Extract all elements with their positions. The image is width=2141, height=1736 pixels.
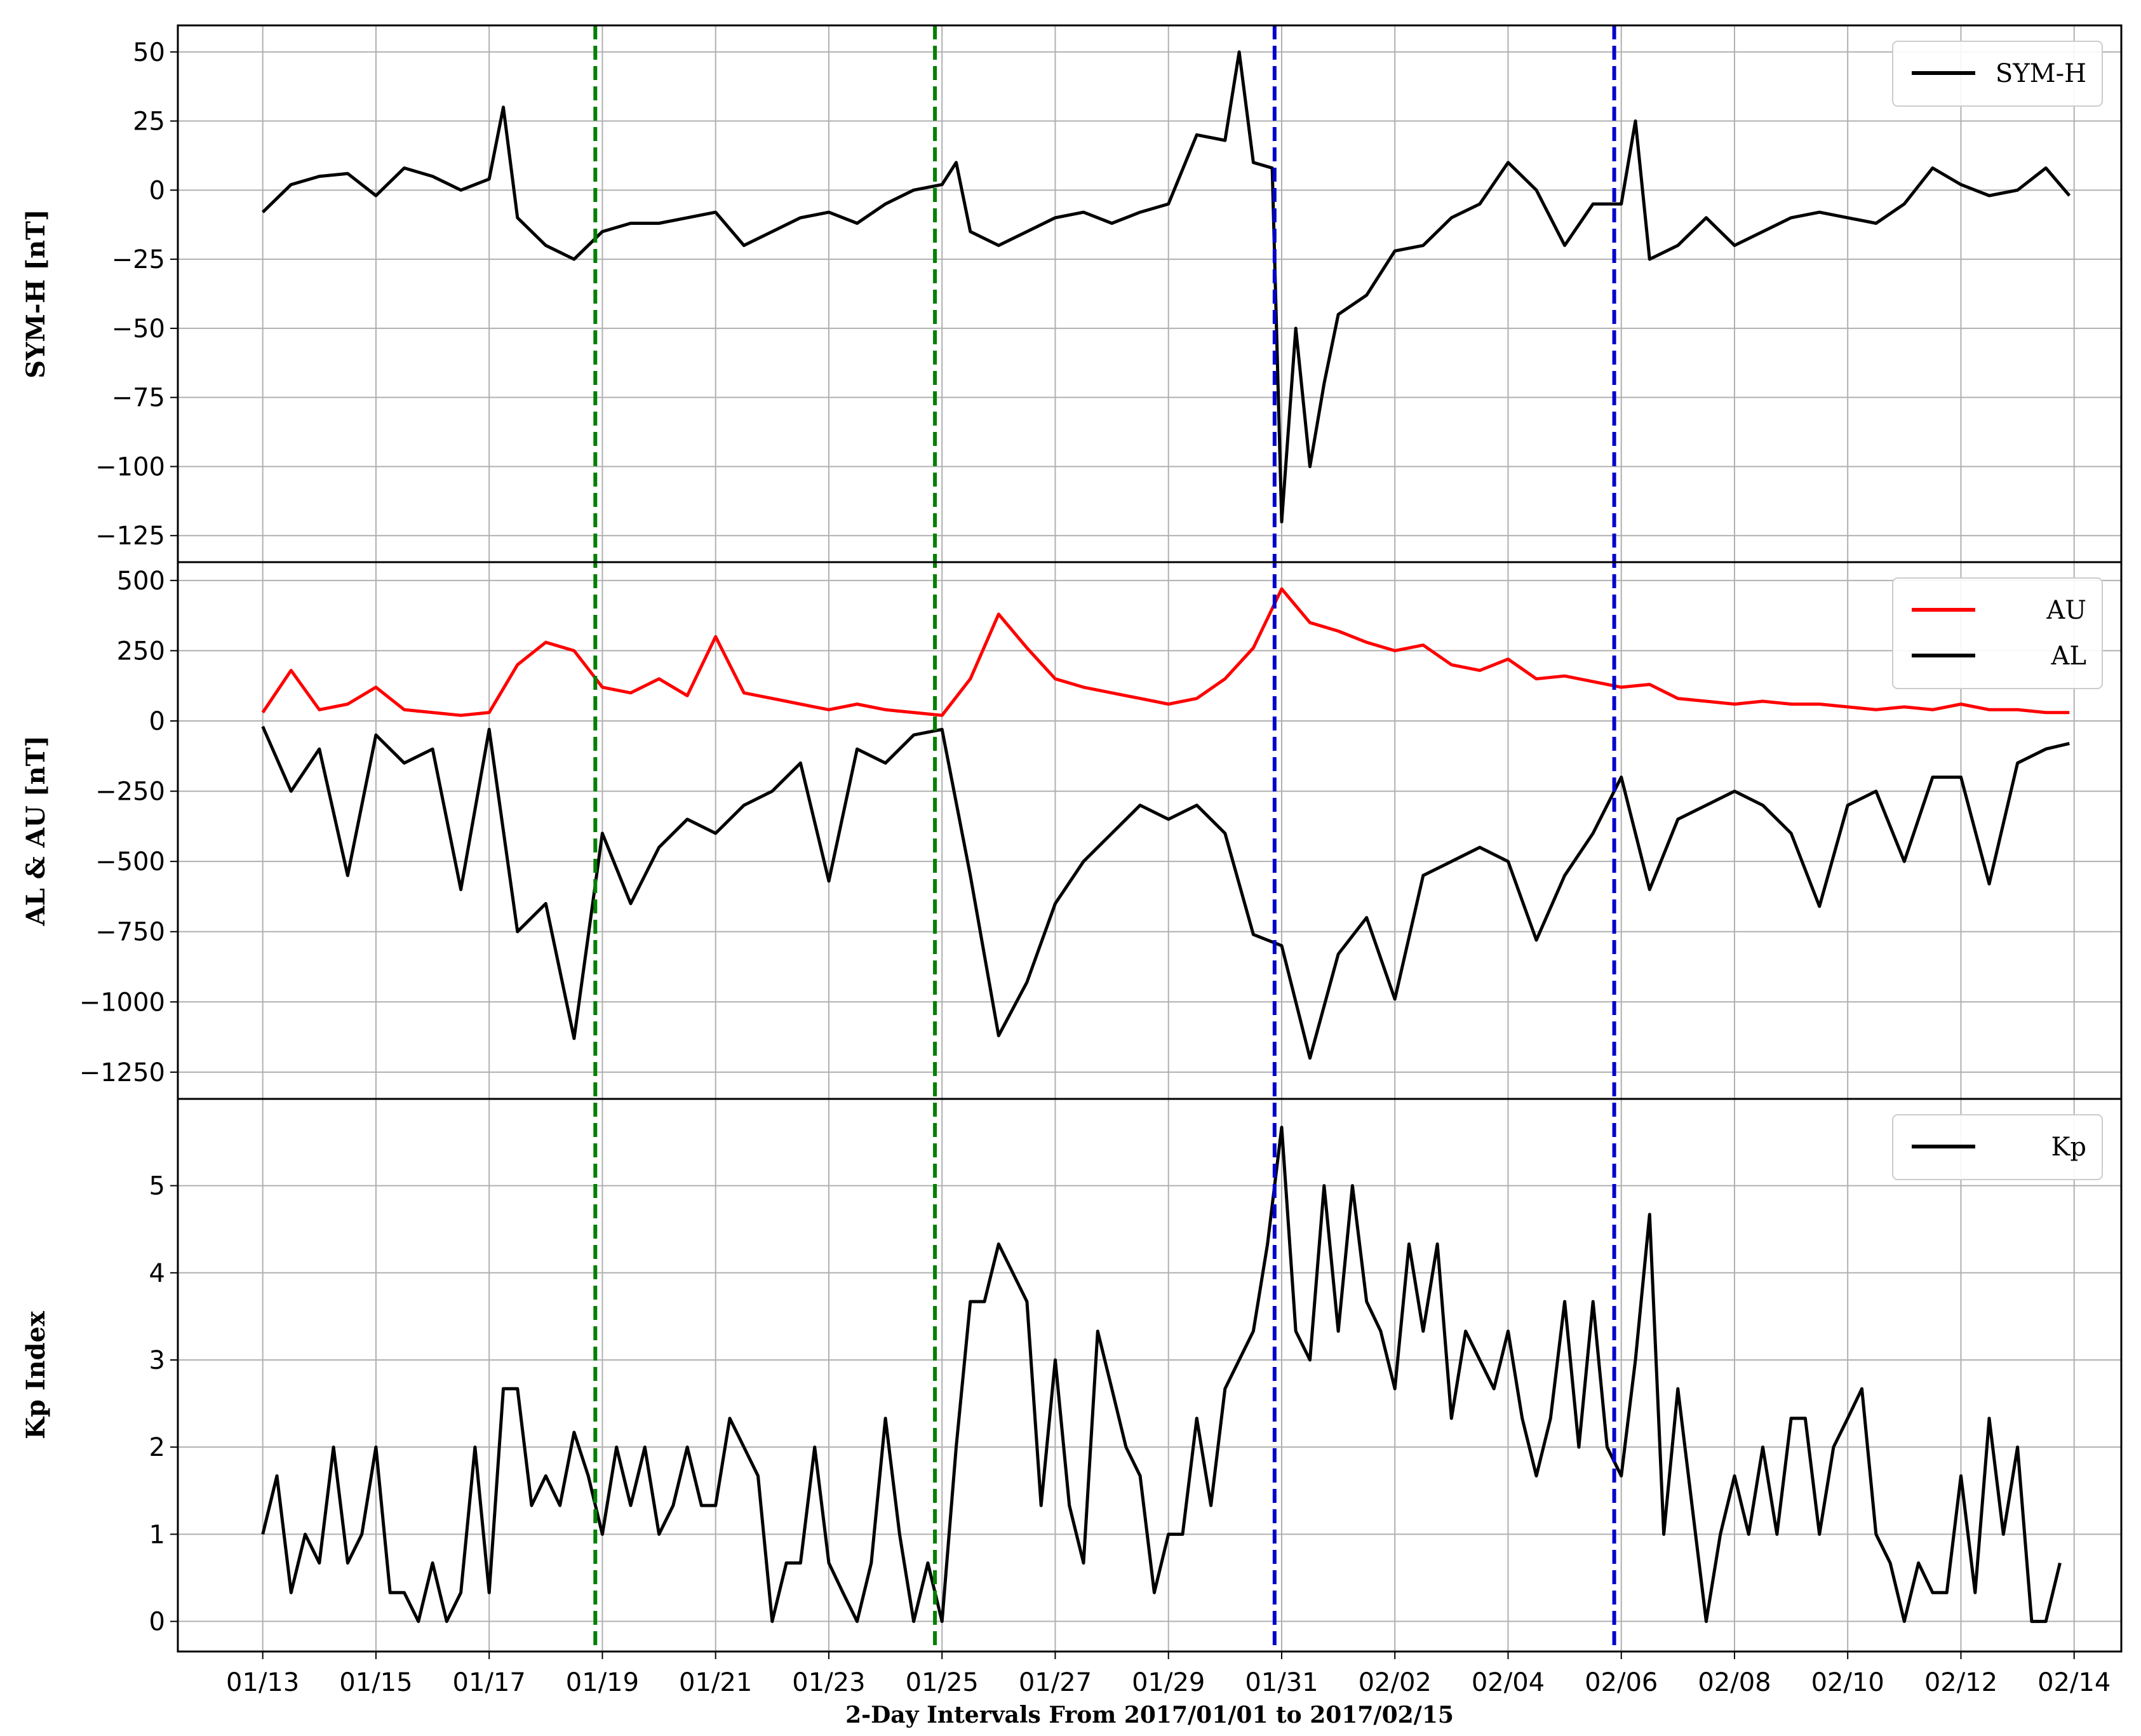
ytick-label-bottom-2: 3 — [149, 1346, 165, 1375]
panel-middle: 500 250 0 −250 −500 −750 −1000 −1250 AL & AU [nT… — [21, 562, 2121, 1099]
ytick-label-middle-3: −250 — [95, 777, 165, 807]
xtick-label-13: 02/08 — [1698, 1668, 1771, 1697]
xtick-label-0: 01/13 — [226, 1668, 299, 1697]
legend-box-top — [1892, 41, 2103, 107]
ytick-label-middle-0: 500 — [117, 567, 165, 596]
panel-top: 50 25 0 −25 −50 −75 −100 −125 SYM-H [nT] — [21, 25, 2121, 562]
ylabel-top: SYM-H [nT] — [21, 209, 51, 379]
xtick-label-5: 01/23 — [792, 1668, 865, 1697]
legend-label-al: AL — [2051, 642, 2086, 671]
xtick-label-12: 02/06 — [1585, 1668, 1658, 1697]
series-line-al — [261, 725, 2070, 1060]
ytick-label-top-4: −50 — [112, 314, 165, 344]
xtick-label-3: 01/19 — [566, 1668, 639, 1697]
ytick-label-bottom-1: 4 — [149, 1259, 165, 1288]
ytick-label-middle-4: −500 — [95, 847, 165, 877]
panel-bottom: 5 4 3 2 1 0 Kp Index — [21, 1099, 2121, 1652]
series-line-sym-h — [261, 50, 2071, 523]
ylabel-middle: AL & AU [nT] — [21, 736, 51, 927]
xtick-label-15: 02/12 — [1924, 1668, 1997, 1697]
xtick-label-16: 02/14 — [2037, 1668, 2111, 1697]
ytick-label-top-7: −125 — [95, 521, 165, 551]
ytick-label-middle-1: 250 — [117, 636, 165, 666]
legend-label-sym-h: SYM-H — [1996, 59, 2086, 88]
legend-bottom: Kp — [1892, 1114, 2103, 1180]
ytick-label-top-5: −75 — [112, 384, 165, 413]
xtick-label-2: 01/17 — [453, 1668, 526, 1697]
xtick-label-8: 01/29 — [1132, 1668, 1205, 1697]
xtick-label-1: 01/15 — [339, 1668, 412, 1697]
ytick-label-top-2: 0 — [149, 176, 165, 205]
legend-label-kp: Kp — [2051, 1133, 2087, 1162]
xtick-label-6: 01/25 — [906, 1668, 979, 1697]
xtick-label-4: 01/21 — [679, 1668, 752, 1697]
xtick-label-7: 01/27 — [1019, 1668, 1092, 1697]
xlabel: 2-Day Intervals From 2017/01/01 to 2017/… — [845, 1702, 1454, 1728]
ytick-label-top-6: −100 — [95, 452, 165, 481]
legend-box-bottom — [1892, 1114, 2103, 1180]
xtick-label-9: 01/31 — [1245, 1668, 1318, 1697]
legend-box-middle — [1892, 577, 2103, 689]
ytick-label-middle-6: −1000 — [79, 988, 165, 1017]
ytick-label-bottom-0: 5 — [149, 1172, 165, 1201]
ylabel-bottom: Kp Index — [21, 1310, 51, 1439]
axes-frame-bottom — [177, 1098, 2123, 1653]
ytick-label-bottom-5: 0 — [149, 1608, 165, 1637]
series-line-kp — [261, 1126, 2062, 1624]
series-line-au — [261, 587, 2070, 717]
ytick-label-middle-7: −1250 — [79, 1058, 165, 1087]
xtick-label-11: 02/04 — [1472, 1668, 1545, 1697]
axes-frame-middle — [177, 561, 2123, 1100]
ytick-label-middle-2: 0 — [149, 707, 165, 736]
ytick-label-bottom-4: 1 — [149, 1520, 165, 1549]
xtick-label-10: 02/02 — [1359, 1668, 1432, 1697]
ytick-label-middle-5: −750 — [95, 918, 165, 947]
legend-middle: AU AL — [1892, 577, 2103, 689]
axes-frame-top — [177, 24, 2123, 563]
ytick-label-top-0: 50 — [133, 38, 165, 67]
xtick-label-14: 02/10 — [1811, 1668, 1884, 1697]
legend-label-au: AU — [2046, 596, 2086, 625]
legend-top: SYM-H — [1892, 41, 2103, 107]
ytick-label-top-1: 25 — [133, 107, 165, 137]
ytick-label-top-3: −25 — [112, 245, 165, 274]
ytick-label-bottom-3: 2 — [149, 1433, 165, 1462]
